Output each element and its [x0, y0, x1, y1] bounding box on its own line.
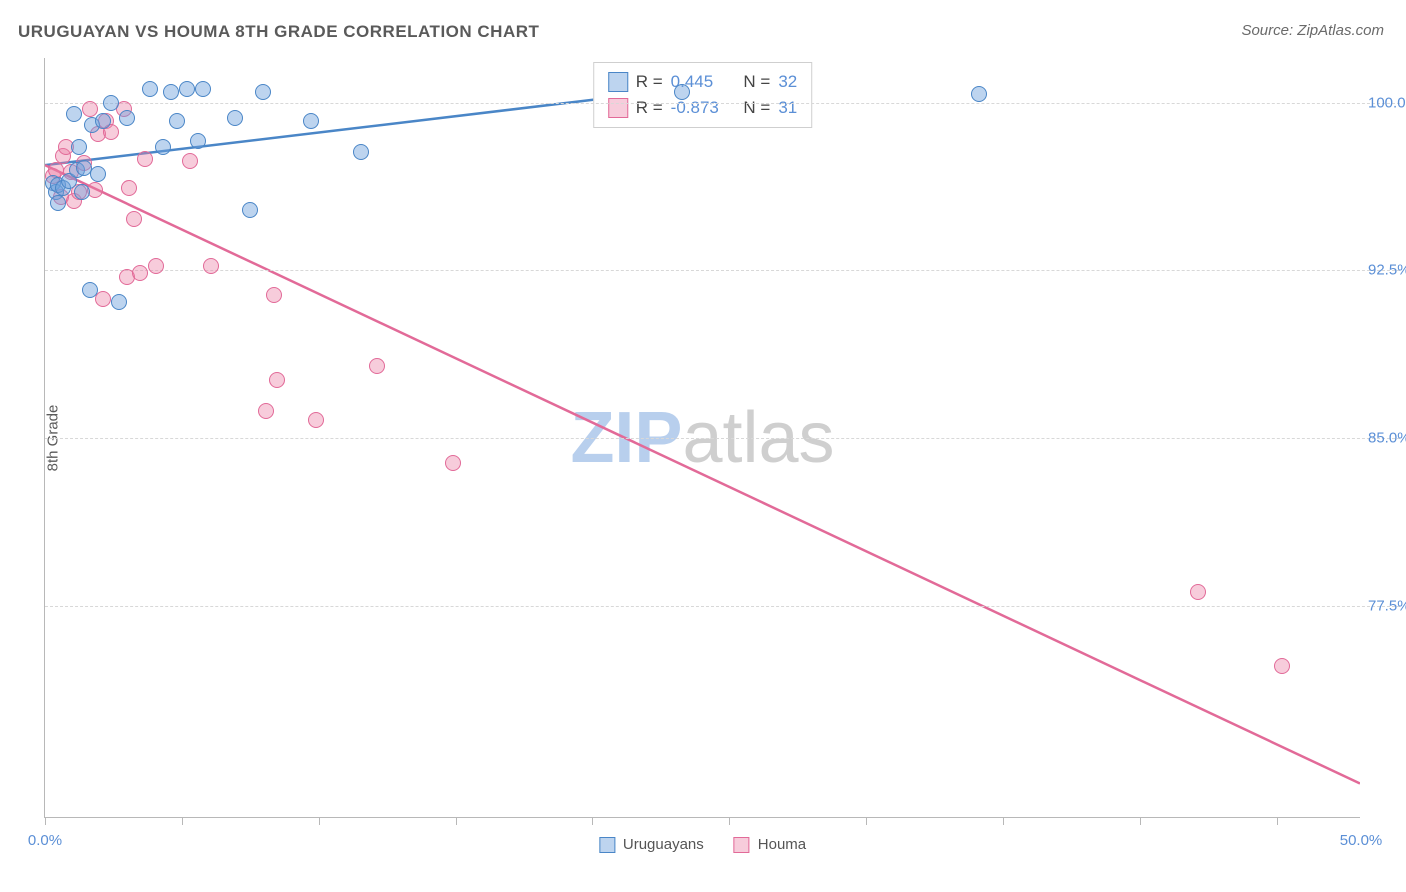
x-tick [866, 817, 867, 825]
scatter-point-series2 [308, 412, 324, 428]
legend-swatch-small-series2 [734, 837, 750, 853]
legend-label-series2: Houma [758, 836, 806, 853]
legend-r-label: R = [636, 69, 663, 95]
scatter-point-series1 [971, 86, 987, 102]
y-tick-label: 92.5% [1368, 262, 1406, 279]
scatter-point-series2 [1190, 584, 1206, 600]
scatter-point-series1 [95, 113, 111, 129]
x-tick [1277, 817, 1278, 825]
scatter-point-series2 [132, 265, 148, 281]
scatter-point-series1 [179, 81, 195, 97]
scatter-point-series1 [74, 184, 90, 200]
legend-n-label: N = [739, 95, 771, 121]
scatter-point-series1 [82, 282, 98, 298]
grid-line-h [45, 438, 1400, 439]
scatter-point-series1 [155, 139, 171, 155]
scatter-point-series1 [303, 113, 319, 129]
y-tick-label: 100.0% [1368, 94, 1406, 111]
x-tick [319, 817, 320, 825]
legend-swatch-series2 [608, 98, 628, 118]
scatter-point-series1 [190, 133, 206, 149]
scatter-point-series1 [103, 95, 119, 111]
scatter-point-series1 [111, 294, 127, 310]
scatter-point-series1 [169, 113, 185, 129]
scatter-point-series2 [182, 153, 198, 169]
scatter-point-series2 [82, 101, 98, 117]
scatter-point-series1 [50, 195, 66, 211]
scatter-point-series1 [353, 144, 369, 160]
chart-title: URUGUAYAN VS HOUMA 8TH GRADE CORRELATION… [18, 22, 539, 42]
x-tick [1003, 817, 1004, 825]
x-tick [182, 817, 183, 825]
y-tick-label: 85.0% [1368, 430, 1406, 447]
scatter-point-series2 [95, 291, 111, 307]
legend-swatch-series1 [608, 72, 628, 92]
legend-swatch-small-series1 [599, 837, 615, 853]
scatter-point-series1 [90, 166, 106, 182]
x-tick [456, 817, 457, 825]
scatter-point-series1 [227, 110, 243, 126]
legend-r-label: R = [636, 95, 663, 121]
scatter-point-series2 [137, 151, 153, 167]
legend-item-series1: Uruguayans [599, 836, 704, 853]
scatter-point-series2 [258, 403, 274, 419]
scatter-point-series2 [369, 358, 385, 374]
trend-line-series2 [45, 165, 1360, 783]
scatter-point-series2 [266, 287, 282, 303]
legend-bottom: Uruguayans Houma [599, 836, 806, 853]
scatter-point-series1 [195, 81, 211, 97]
scatter-point-series1 [71, 139, 87, 155]
source-attribution: Source: ZipAtlas.com [1241, 22, 1384, 39]
x-tick [729, 817, 730, 825]
legend-item-series2: Houma [734, 836, 806, 853]
scatter-point-series1 [142, 81, 158, 97]
legend-stats-box: R = 0.445 N = 32 R = -0.873 N = 31 [593, 62, 813, 128]
scatter-point-series2 [126, 211, 142, 227]
scatter-point-series1 [674, 84, 690, 100]
legend-n-value-2: 31 [778, 95, 797, 121]
scatter-point-series1 [242, 202, 258, 218]
x-tick [45, 817, 46, 825]
scatter-point-series2 [121, 180, 137, 196]
scatter-point-series2 [269, 372, 285, 388]
scatter-point-series2 [1274, 658, 1290, 674]
scatter-point-series1 [255, 84, 271, 100]
plot-area: 8th Grade ZIPatlas R = 0.445 N = 32 R = … [44, 58, 1360, 818]
legend-stats-row-2: R = -0.873 N = 31 [608, 95, 798, 121]
grid-line-h [45, 103, 1400, 104]
scatter-point-series2 [203, 258, 219, 274]
x-tick-label: 0.0% [28, 832, 62, 849]
grid-line-h [45, 270, 1400, 271]
legend-n-label: N = [739, 69, 771, 95]
x-tick [592, 817, 593, 825]
x-tick [1140, 817, 1141, 825]
grid-line-h [45, 606, 1400, 607]
legend-stats-row-1: R = 0.445 N = 32 [608, 69, 798, 95]
scatter-point-series2 [445, 455, 461, 471]
y-tick-label: 77.5% [1368, 597, 1406, 614]
legend-label-series1: Uruguayans [623, 836, 704, 853]
x-tick-label: 50.0% [1340, 832, 1383, 849]
scatter-point-series1 [163, 84, 179, 100]
scatter-point-series2 [148, 258, 164, 274]
scatter-point-series1 [66, 106, 82, 122]
scatter-point-series1 [119, 110, 135, 126]
legend-n-value-1: 32 [778, 69, 797, 95]
